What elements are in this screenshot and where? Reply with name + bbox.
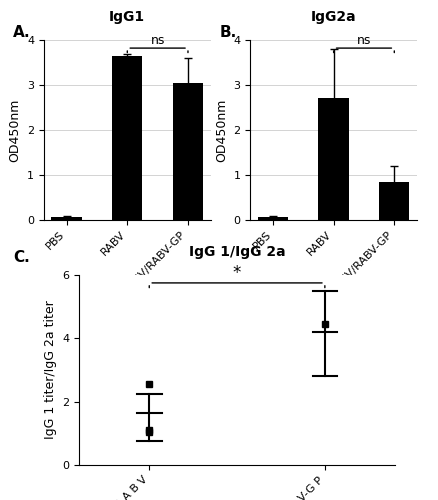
X-axis label: Vaccines: Vaccines bbox=[96, 296, 158, 308]
X-axis label: Vaccines: Vaccines bbox=[302, 296, 364, 308]
Title: IgG 1/IgG 2a: IgG 1/IgG 2a bbox=[188, 244, 285, 258]
Title: IgG2a: IgG2a bbox=[310, 10, 356, 24]
Bar bbox=[378, 182, 409, 220]
Text: C.: C. bbox=[13, 250, 30, 265]
Bar bbox=[318, 98, 348, 220]
Text: *: * bbox=[232, 264, 241, 282]
Y-axis label: OD450nm: OD450nm bbox=[8, 98, 21, 162]
Text: ns: ns bbox=[356, 34, 370, 47]
Text: A.: A. bbox=[13, 25, 31, 40]
Y-axis label: OD450nm: OD450nm bbox=[214, 98, 227, 162]
Y-axis label: IgG 1 titer/IgG 2a titer: IgG 1 titer/IgG 2a titer bbox=[43, 300, 57, 440]
Text: B.: B. bbox=[219, 25, 236, 40]
Bar bbox=[51, 217, 81, 220]
Bar bbox=[112, 56, 142, 220]
Text: ns: ns bbox=[150, 34, 164, 47]
Bar bbox=[173, 82, 203, 220]
Title: IgG1: IgG1 bbox=[109, 10, 145, 24]
Bar bbox=[257, 217, 287, 220]
